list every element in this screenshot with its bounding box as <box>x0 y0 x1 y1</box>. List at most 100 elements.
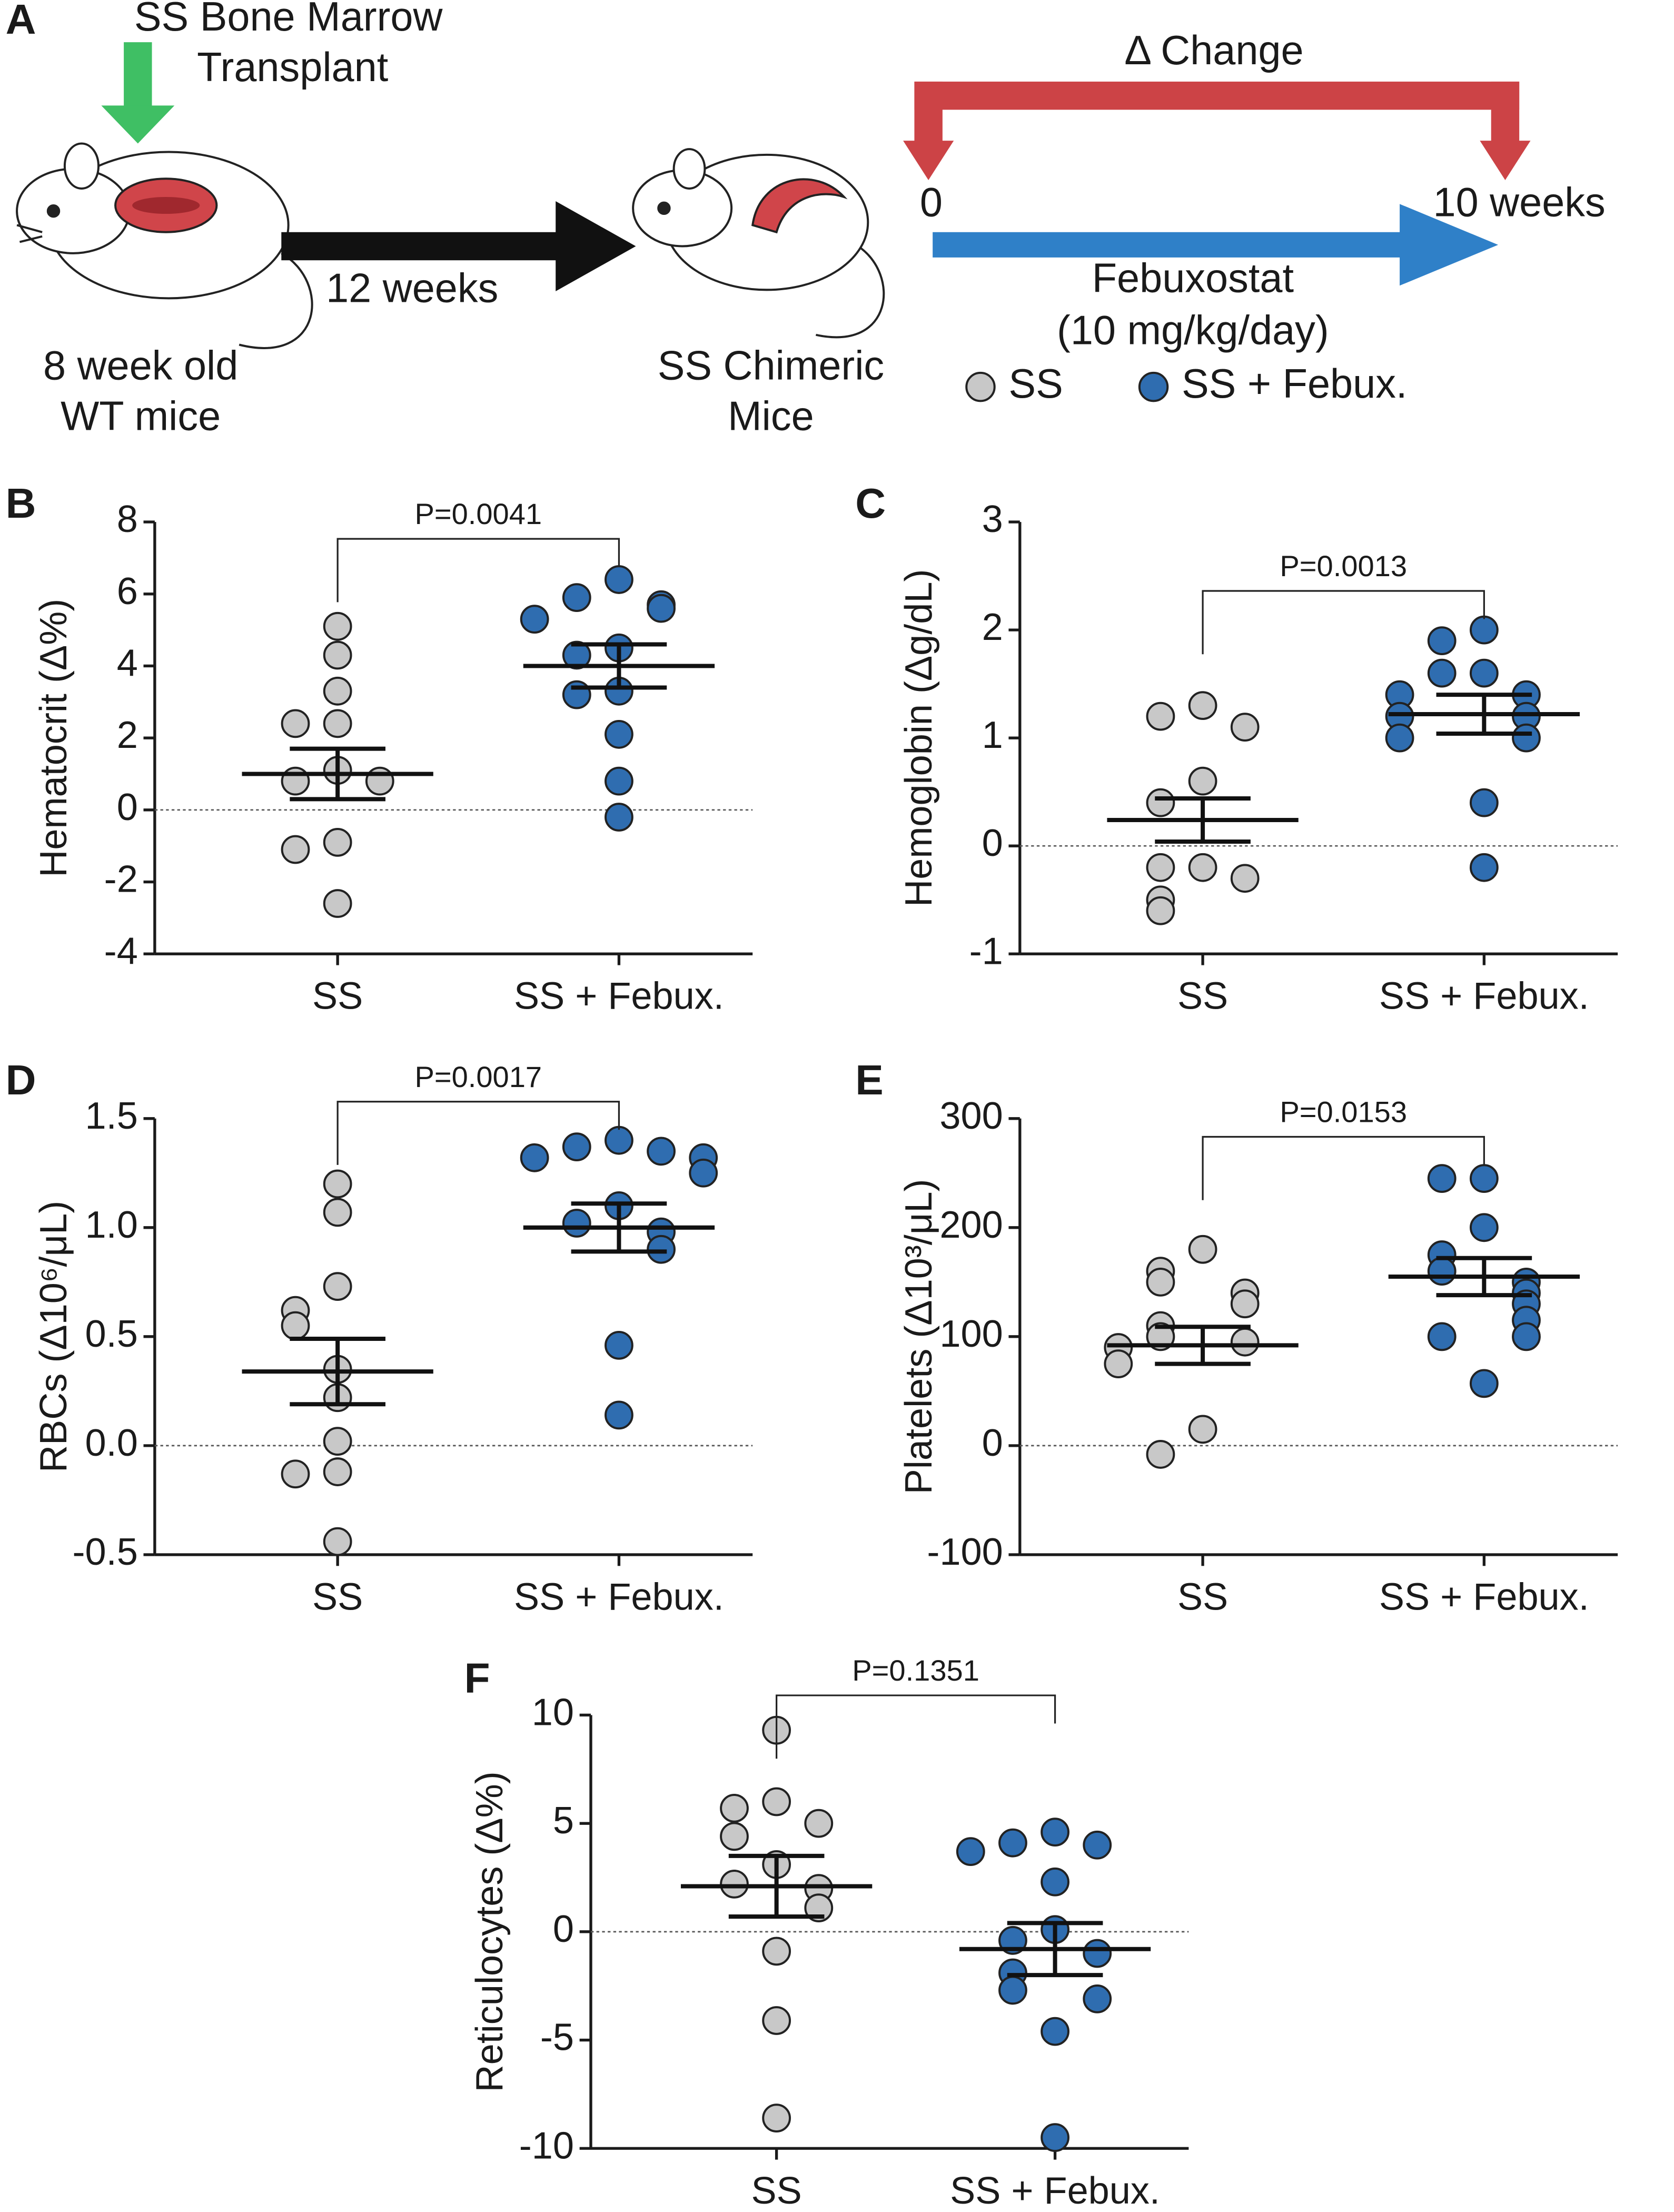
data-point <box>1469 1164 1499 1193</box>
data-point <box>1427 1164 1457 1193</box>
panel-label: F <box>464 1654 490 1702</box>
data-point <box>804 1809 834 1838</box>
data-point <box>323 676 352 706</box>
data-point <box>281 709 310 738</box>
y-tick-label: 0 <box>117 786 138 828</box>
data-point <box>1512 1322 1541 1351</box>
y-tick-label: -1 <box>969 930 1003 972</box>
panel-label: D <box>6 1056 36 1103</box>
y-tick-label: 3 <box>982 498 1003 540</box>
data-point <box>956 1837 985 1867</box>
data-point <box>323 611 352 641</box>
treatment-text: Febuxostat <box>1092 256 1294 301</box>
y-tick-label: -0.5 <box>73 1531 138 1573</box>
p-value: P=0.0153 <box>1280 1095 1407 1129</box>
data-point <box>365 766 394 796</box>
y-tick-label: -10 <box>519 2125 574 2167</box>
data-point <box>762 1937 791 1966</box>
x-tick-label: SS <box>1177 1576 1228 1618</box>
start-text: 0 <box>920 180 943 225</box>
data-point <box>1083 1984 1112 2013</box>
y-tick-label: 0.0 <box>85 1422 138 1464</box>
x-tick-label: SS <box>312 975 363 1018</box>
x-tick-label: SS + Febux. <box>514 1576 724 1618</box>
data-point <box>647 594 676 623</box>
data-point <box>520 605 549 634</box>
data-point <box>605 766 633 796</box>
mouse <box>632 148 885 339</box>
data-point <box>762 1787 791 1816</box>
y-axis-label: RBCs (Δ10⁶/μL) <box>33 1201 75 1473</box>
data-point <box>605 1400 633 1430</box>
p-value: P=0.1351 <box>852 1654 979 1687</box>
data-point <box>1188 1415 1217 1444</box>
data-point <box>323 1457 352 1486</box>
mouse <box>16 142 313 349</box>
legend-label: SS + Febux. <box>1182 361 1407 407</box>
y-tick-label: 5 <box>553 1800 574 1842</box>
data-point <box>281 1311 310 1340</box>
data-point <box>1146 702 1175 731</box>
y-tick-label: 1.0 <box>85 1204 138 1246</box>
y-tick-label: 2 <box>117 714 138 756</box>
data-point <box>1469 1369 1499 1398</box>
data-point <box>281 835 310 864</box>
data-point <box>605 719 633 749</box>
y-tick-label: 4 <box>117 643 138 685</box>
y-tick-label: 10 <box>532 1692 574 1734</box>
panel-label: E <box>855 1056 883 1103</box>
treatment-text: (10 mg/kg/day) <box>1057 308 1329 353</box>
y-tick-label: 0 <box>553 1908 574 1950</box>
data-point <box>323 709 352 738</box>
significance-bracket <box>776 1694 1056 1759</box>
data-point <box>1469 615 1499 645</box>
panel-label: A <box>6 0 36 43</box>
y-tick-label: 2 <box>982 606 1003 648</box>
data-point <box>1469 1213 1499 1242</box>
data-point <box>1188 853 1217 882</box>
data-point <box>647 1137 676 1166</box>
data-point <box>1041 1818 1069 1846</box>
y-tick-label: -5 <box>540 2017 574 2059</box>
data-point <box>1041 2123 1069 2152</box>
data-point <box>323 1169 352 1199</box>
data-point <box>323 1527 352 1556</box>
y-tick-label: -4 <box>104 930 138 972</box>
data-point <box>1512 723 1541 753</box>
data-point <box>323 1427 352 1456</box>
data-point <box>1230 713 1260 742</box>
legend-swatch <box>965 371 996 402</box>
significance-bracket <box>336 538 620 603</box>
x-tick-label: SS + Febux. <box>1379 1576 1589 1618</box>
y-tick-label: 0 <box>982 822 1003 864</box>
data-point <box>1385 723 1414 753</box>
data-point <box>1188 691 1217 720</box>
data-point <box>562 680 591 709</box>
data-point <box>762 2006 791 2035</box>
significance-bracket <box>1202 1135 1485 1200</box>
data-point <box>323 1198 352 1227</box>
data-point <box>720 1869 749 1899</box>
p-value: P=0.0013 <box>1280 549 1407 582</box>
panel-label: C <box>855 479 886 527</box>
y-tick-label: 8 <box>117 498 138 540</box>
y-tick-label: -100 <box>927 1531 1003 1573</box>
blue-arrow <box>933 204 1499 286</box>
duration-text: 12 weeks <box>326 265 498 311</box>
data-point <box>1469 658 1499 688</box>
data-point <box>720 1822 749 1851</box>
data-point <box>1188 1235 1217 1264</box>
black-arrow <box>281 201 636 291</box>
data-point <box>1146 788 1175 817</box>
data-point <box>1230 1289 1260 1319</box>
data-point <box>998 1828 1027 1858</box>
data-point <box>323 889 352 918</box>
transplant-text: Transplant <box>197 45 388 90</box>
data-point <box>647 1235 676 1264</box>
end-text: 10 weeks <box>1433 180 1605 225</box>
donor-text: WT mice <box>61 394 221 439</box>
data-point <box>998 1976 1027 2005</box>
